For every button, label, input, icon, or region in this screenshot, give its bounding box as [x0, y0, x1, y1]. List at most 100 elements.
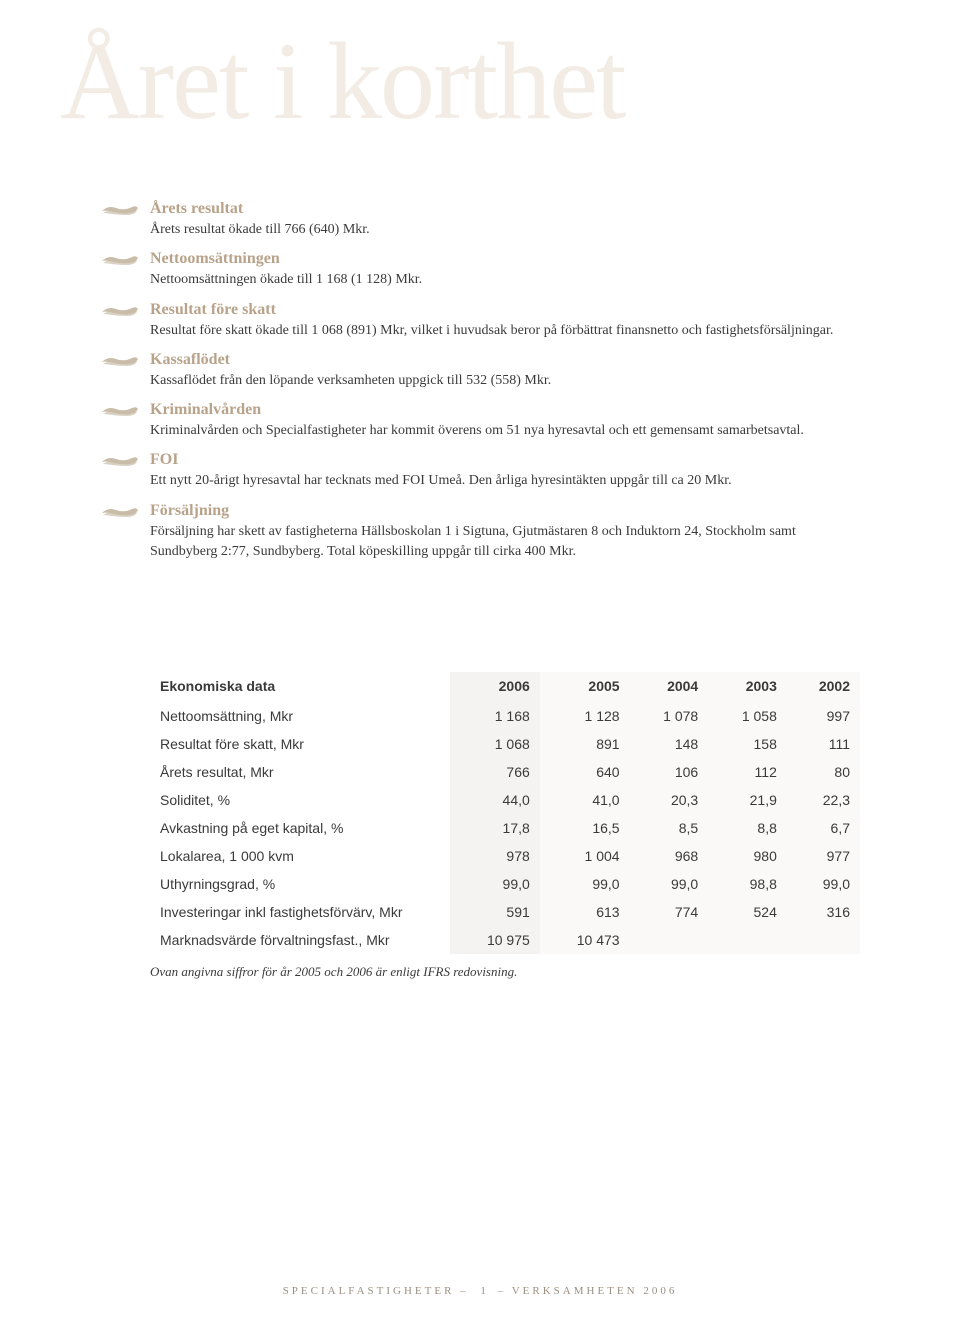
table-cell: 591: [450, 898, 540, 926]
table-row: Avkastning på eget kapital, %17,816,58,5…: [150, 814, 860, 842]
table-row: Lokalarea, 1 000 kvm9781 004968980977: [150, 842, 860, 870]
table-row-label: Soliditet, %: [150, 786, 450, 814]
table-cell: 774: [630, 898, 709, 926]
table-row-label: Resultat före skatt, Mkr: [150, 730, 450, 758]
table-cell: 21,9: [708, 786, 787, 814]
bullet-heading: Kriminalvården: [150, 401, 860, 419]
leaf-icon: [100, 453, 140, 471]
table-row: Uthyrningsgrad, %99,099,099,098,899,0: [150, 870, 860, 898]
economic-data-block: Ekonomiska data20062005200420032002Netto…: [150, 672, 860, 980]
table-cell: 80: [787, 758, 860, 786]
table-cell: [787, 926, 860, 954]
bullet-body: Kassaflödet från den löpande verksamhete…: [150, 371, 860, 391]
table-row: Investeringar inkl fastighetsförvärv, Mk…: [150, 898, 860, 926]
table-year-header: 2005: [540, 672, 630, 702]
economic-data-table: Ekonomiska data20062005200420032002Netto…: [150, 672, 860, 954]
table-cell: 20,3: [630, 786, 709, 814]
table-cell: 613: [540, 898, 630, 926]
table-cell: 111: [787, 730, 860, 758]
footer-left: specialfastigheter: [283, 1285, 455, 1297]
table-row-label: Årets resultat, Mkr: [150, 758, 450, 786]
table-year-header: 2006: [450, 672, 540, 702]
table-cell: 640: [540, 758, 630, 786]
table-cell: 980: [708, 842, 787, 870]
bullet-body: Årets resultat ökade till 766 (640) Mkr.: [150, 220, 860, 240]
table-row: Resultat före skatt, Mkr1 06889114815811…: [150, 730, 860, 758]
bullet-item: Årets resultatÅrets resultat ökade till …: [100, 200, 860, 240]
table-row-label: Nettoomsättning, Mkr: [150, 702, 450, 730]
table-cell: 99,0: [787, 870, 860, 898]
table-cell: 44,0: [450, 786, 540, 814]
table-title: Ekonomiska data: [150, 672, 450, 702]
table-cell: 6,7: [787, 814, 860, 842]
footer-dash: –: [498, 1285, 512, 1297]
table-cell: 99,0: [540, 870, 630, 898]
table-cell: 1 078: [630, 702, 709, 730]
table-row: Marknadsvärde förvaltningsfast., Mkr10 9…: [150, 926, 860, 954]
bullet-heading: FOI: [150, 451, 860, 469]
table-cell: 1 068: [450, 730, 540, 758]
table-row-label: Uthyrningsgrad, %: [150, 870, 450, 898]
bullet-heading: Resultat före skatt: [150, 301, 860, 319]
leaf-icon: [100, 252, 140, 270]
leaf-icon: [100, 403, 140, 421]
bullet-heading: Kassaflödet: [150, 351, 860, 369]
bullet-item: Kriminalvården Kriminalvården och Special…: [100, 401, 860, 441]
table-cell: 158: [708, 730, 787, 758]
bullet-item: Kassaflödet Kassaflödet från den löpande …: [100, 351, 860, 391]
bullet-item: FOI Ett nytt 20-årigt hyresavtal har teck…: [100, 451, 860, 491]
bullet-heading: Nettoomsättningen: [150, 250, 860, 268]
table-cell: 17,8: [450, 814, 540, 842]
table-cell: 1 128: [540, 702, 630, 730]
bullet-heading: Försäljning: [150, 502, 860, 520]
table-cell: 524: [708, 898, 787, 926]
bullet-item: FörsäljningFörsäljning har skett av fast…: [100, 502, 860, 563]
table-cell: 1 058: [708, 702, 787, 730]
table-cell: 8,8: [708, 814, 787, 842]
table-cell: 99,0: [630, 870, 709, 898]
bullet-body: Nettoomsättningen ökade till 1 168 (1 12…: [150, 270, 860, 290]
page-footer: specialfastigheter – 1 – verksamheten 20…: [0, 1285, 960, 1297]
table-year-header: 2003: [708, 672, 787, 702]
bullet-body: Kriminalvården och Specialfastigheter ha…: [150, 421, 860, 441]
table-row: Nettoomsättning, Mkr1 1681 1281 0781 058…: [150, 702, 860, 730]
main-content: Årets resultatÅrets resultat ökade till …: [0, 0, 960, 980]
table-row-label: Marknadsvärde förvaltningsfast., Mkr: [150, 926, 450, 954]
bullet-item: Resultat före skattResultat före skatt ö…: [100, 301, 860, 341]
table-cell: 148: [630, 730, 709, 758]
table-cell: 98,8: [708, 870, 787, 898]
table-row: Årets resultat, Mkr76664010611280: [150, 758, 860, 786]
table-row: Soliditet, %44,041,020,321,922,3: [150, 786, 860, 814]
table-cell: 997: [787, 702, 860, 730]
bullet-list: Årets resultatÅrets resultat ökade till …: [100, 200, 860, 562]
table-cell: 977: [787, 842, 860, 870]
table-cell: 16,5: [540, 814, 630, 842]
table-cell: 99,0: [450, 870, 540, 898]
table-cell: 10 975: [450, 926, 540, 954]
table-cell: 978: [450, 842, 540, 870]
table-cell: 1 004: [540, 842, 630, 870]
table-cell: 766: [450, 758, 540, 786]
table-cell: 968: [630, 842, 709, 870]
table-row-label: Investeringar inkl fastighetsförvärv, Mk…: [150, 898, 450, 926]
leaf-icon: [100, 504, 140, 522]
footer-right: verksamheten 2006: [512, 1285, 678, 1297]
leaf-icon: [100, 353, 140, 371]
table-cell: 106: [630, 758, 709, 786]
footer-dash: –: [460, 1285, 474, 1297]
table-cell: 1 168: [450, 702, 540, 730]
table-footnote: Ovan angivna siffror för år 2005 och 200…: [150, 964, 860, 980]
bullet-body: Ett nytt 20-årigt hyresavtal har tecknat…: [150, 471, 860, 491]
table-cell: [708, 926, 787, 954]
leaf-icon: [100, 202, 140, 220]
table-cell: 891: [540, 730, 630, 758]
table-cell: 316: [787, 898, 860, 926]
table-row-label: Avkastning på eget kapital, %: [150, 814, 450, 842]
table-cell: 41,0: [540, 786, 630, 814]
table-row-label: Lokalarea, 1 000 kvm: [150, 842, 450, 870]
table-cell: 10 473: [540, 926, 630, 954]
table-cell: 22,3: [787, 786, 860, 814]
table-cell: 112: [708, 758, 787, 786]
bullet-item: Nettoomsättningen Nettoomsättningen ökade…: [100, 250, 860, 290]
table-year-header: 2004: [630, 672, 709, 702]
